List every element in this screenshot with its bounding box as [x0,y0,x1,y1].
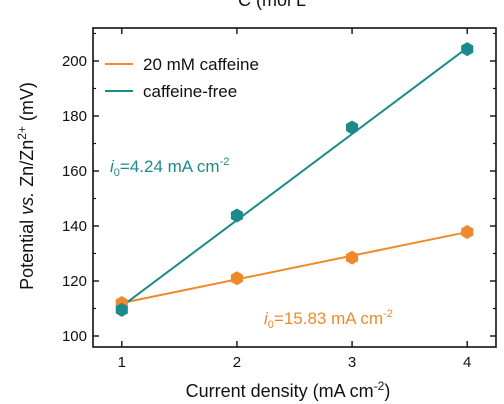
x-tick-label: 4 [463,354,471,371]
fit-line-caffeine-free [121,46,468,308]
top-cut-label: C (mol L [238,0,306,10]
legend-label-20mm-caffeine: 20 mM caffeine [143,55,259,74]
data-point-20-mm-caffeine [461,225,474,240]
legend: 20 mM caffeine caffeine-free [105,55,259,101]
y-axis-title: Potential vs. Zn/Zn2+ (mV) [15,82,37,290]
y-tick-label: 100 [62,328,87,345]
data-point-20-mm-caffeine [230,271,243,286]
y-tick-label: 120 [62,273,87,290]
data-point-caffeine-free [461,42,474,57]
data-point-caffeine-free [115,302,128,317]
y-tick-label: 200 [62,53,87,70]
marker-layer [115,42,474,317]
y-tick-label: 160 [62,163,87,180]
y-tick-label: 180 [62,108,87,125]
x-tick-label: 1 [118,354,126,371]
plot-frame [92,27,497,348]
x-tick-label: 3 [348,354,356,371]
y-tick-label: 140 [62,218,87,235]
x-axis-title: Current density (mA cm-2) [186,379,391,401]
legend-label-caffeine-free: caffeine-free [143,82,237,101]
data-point-caffeine-free [346,120,359,135]
x-tick-label: 2 [233,354,241,371]
data-point-20-mm-caffeine [346,250,359,265]
series-layer [121,46,468,308]
annotation-caffeine-free-exchange-current: i0=4.24 mA cm-2 [110,156,229,179]
axis-ticks: 1 2 3 4 100 120 140 160 180 200 [62,28,496,371]
annotation-caffeine-exchange-current: i0=15.83 mA cm-2 [264,308,393,331]
data-point-caffeine-free [230,208,243,223]
fit-line-20-mm-caffeine [121,231,468,304]
